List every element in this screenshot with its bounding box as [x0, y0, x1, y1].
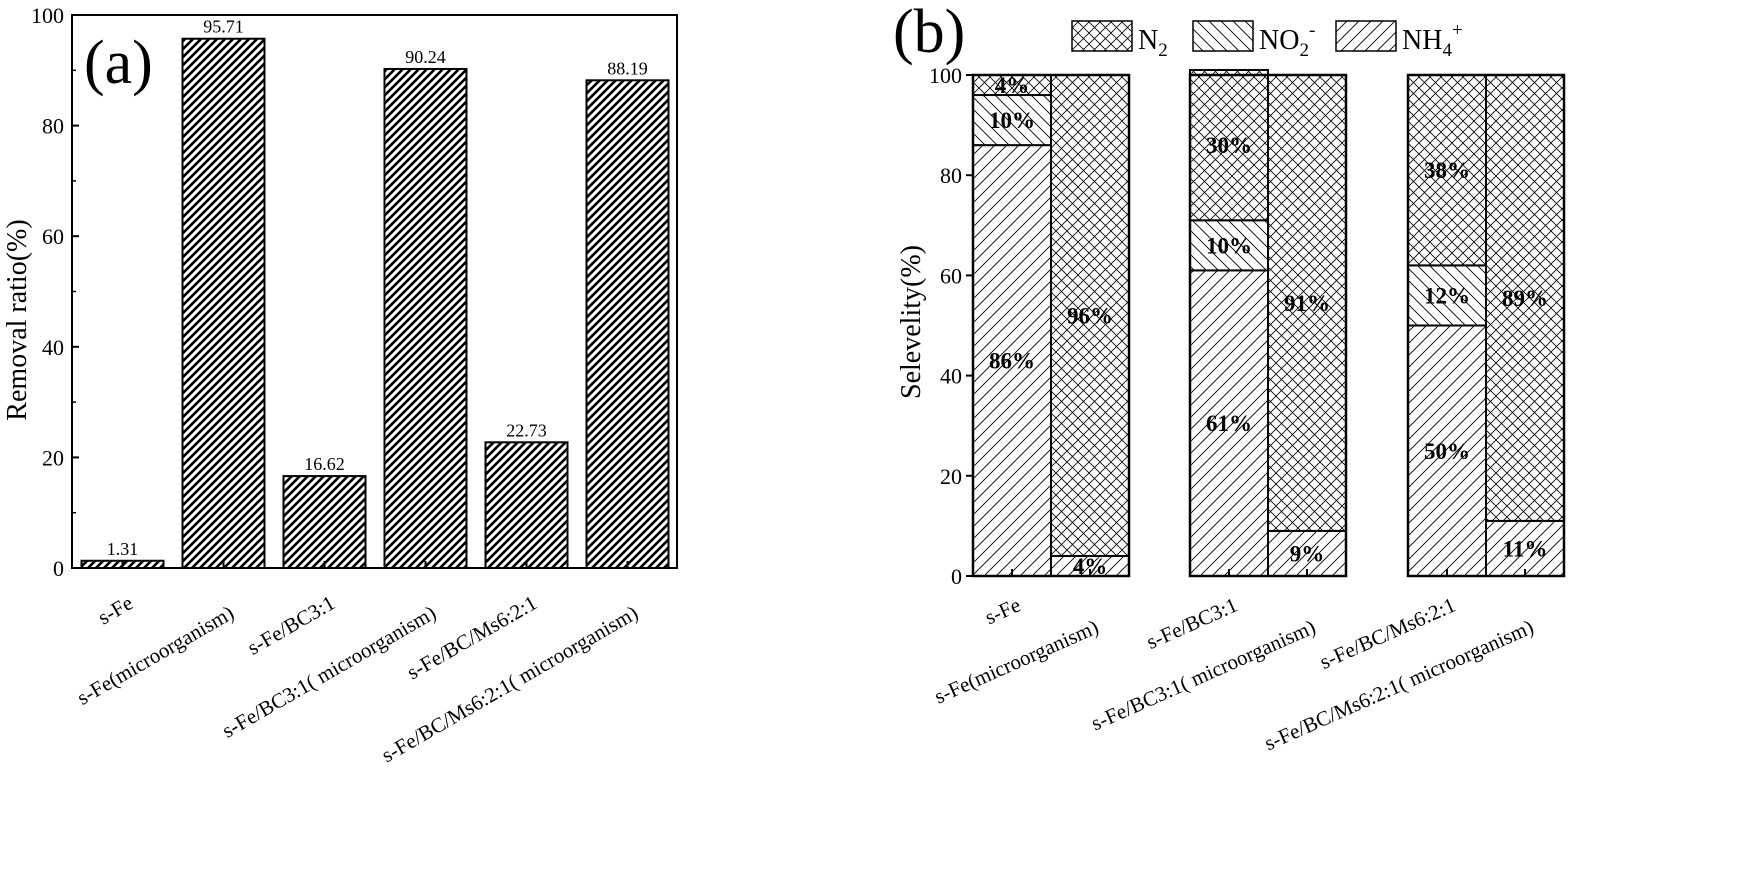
panel-a-category-labels: s-Fes-Fe(microorganism) s-Fe/BC3:1s-Fe/BC… — [73, 591, 642, 768]
segment-label: 10% — [1206, 233, 1252, 258]
bar-group-outline — [971, 73, 1131, 578]
y-tick-label: 60 — [42, 224, 64, 249]
segment-label: 89% — [1502, 286, 1548, 311]
y-tick-label: 20 — [42, 445, 64, 470]
segment-label: 9% — [1290, 541, 1325, 566]
y-tick-label: 20 — [940, 464, 962, 489]
segment-label: 30% — [1206, 133, 1252, 158]
segment-label: 50% — [1424, 439, 1470, 464]
panel-b-segment-labels: 86% 10% 4% 4% 96% 61% 10% 30% 9% 91% 50% 12% 38% 11% 8… — [989, 73, 1548, 579]
panel-a-y-axis: 0 20 40 60 80 100 — [31, 3, 79, 581]
segment-no2 — [972, 94, 1052, 147]
x-tick-label: s-Fe — [94, 591, 137, 630]
y-tick-label: 100 — [929, 63, 962, 88]
y-tick-label: 40 — [940, 364, 962, 389]
data-label: 88.19 — [607, 58, 648, 78]
bar — [585, 79, 670, 570]
x-tick-label: s-Fe/BC3:1( microorganism) — [1087, 615, 1319, 736]
panel-b-legend: N2 NO2- NH4+ — [1071, 20, 1463, 61]
y-tick-label: 100 — [31, 3, 64, 28]
panel-b-bars — [971, 68, 1566, 578]
bar-group-outline — [1188, 73, 1348, 578]
panel-a-bars — [80, 37, 670, 570]
segment-nh4 — [1485, 519, 1565, 578]
y-tick-label: 0 — [53, 556, 64, 581]
segment-label: 11% — [1503, 536, 1548, 561]
panel-b-category-labels: s-Fes-Fe(microorganism) s-Fe/BC3:1s-Fe/BC… — [931, 593, 1537, 756]
panel-b-ylabel: Selevelity(%) — [896, 245, 927, 399]
segment-no2 — [1189, 219, 1269, 272]
bar — [181, 37, 266, 570]
legend-swatch-nh4 — [1335, 20, 1397, 52]
x-tick-label: s-Fe/BC3:1 — [243, 591, 339, 660]
segment-label: 38% — [1424, 158, 1470, 183]
segment-n2 — [1050, 74, 1130, 557]
segment-n2 — [1407, 74, 1487, 267]
x-tick-label: s-Fe — [981, 593, 1024, 630]
segment-label: 86% — [989, 349, 1035, 374]
y-tick-label: 0 — [951, 564, 962, 589]
panel-a-value-labels: 1.31 95.71 16.62 90.24 22.73 88.19 — [107, 17, 648, 559]
segment-nh4 — [1189, 269, 1269, 577]
segment-label: 4% — [1073, 554, 1108, 579]
bar-group-outline — [1406, 73, 1566, 578]
legend-swatch-no2 — [1192, 20, 1254, 52]
segment-label: 96% — [1067, 303, 1113, 328]
data-label: 95.71 — [203, 17, 244, 37]
segment-n2 — [1189, 68, 1269, 222]
segment-label: 12% — [1424, 283, 1470, 308]
segment-n2 — [1485, 74, 1565, 522]
panel-b-label: (b) — [893, 0, 965, 66]
segment-nh4 — [972, 144, 1052, 577]
y-tick-label: 80 — [42, 114, 64, 139]
bar — [282, 475, 367, 569]
y-tick-label: 80 — [940, 163, 962, 188]
data-label: 16.62 — [304, 454, 345, 474]
segment-label: 61% — [1206, 411, 1252, 436]
data-label: 22.73 — [506, 420, 547, 440]
panel-a-ylabel: Removal ratio(%) — [2, 219, 33, 420]
segment-label: 4% — [995, 73, 1030, 98]
segment-nh4 — [1407, 324, 1487, 577]
x-tick-label: s-Fe/BC3:1 — [1143, 593, 1241, 654]
panel-a-label: (a) — [84, 29, 153, 97]
segment-label: 10% — [989, 108, 1035, 133]
bar — [484, 441, 569, 569]
bar — [383, 67, 468, 569]
segment-label: 91% — [1284, 291, 1330, 316]
segment-nh4 — [1267, 529, 1347, 577]
panel-b-y-axis: 0 20 40 60 80 100 — [929, 63, 973, 589]
legend-label-n2: N2 — [1138, 25, 1168, 61]
x-tick-label: s-Fe(microorganism) — [931, 615, 1102, 709]
panel-a: (a) Removal ratio(%) 0 20 40 60 80 100 1.31 95… — [2, 3, 678, 768]
y-tick-label: 40 — [42, 335, 64, 360]
panel-b: (b) Selevelity(%) 0 20 40 60 80 100 86% 10% 4% 4… — [893, 0, 1566, 756]
segment-n2 — [1267, 74, 1347, 532]
y-tick-label: 60 — [940, 263, 962, 288]
data-label: 1.31 — [107, 539, 139, 559]
legend-swatch-n2 — [1071, 20, 1133, 52]
legend-label-no2: NO2- — [1259, 20, 1315, 61]
legend-label-nh4: NH4+ — [1402, 20, 1463, 61]
data-label: 90.24 — [405, 47, 446, 67]
